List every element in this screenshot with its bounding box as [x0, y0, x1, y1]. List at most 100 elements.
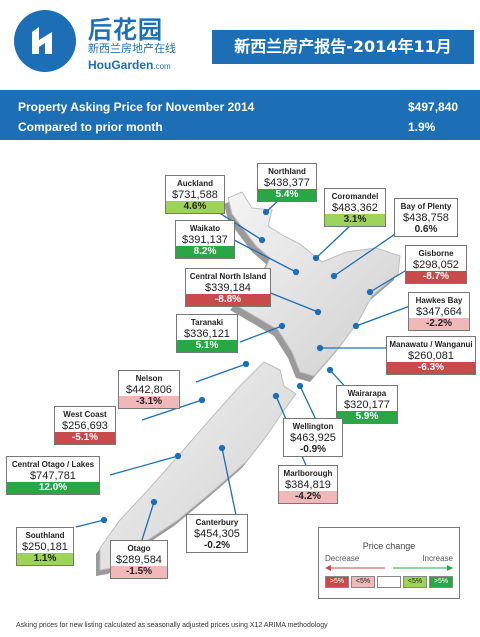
region-name: Central North Island: [189, 272, 267, 281]
legend-swatch-strong-decrease: >5%: [325, 576, 349, 588]
region-price: $442,806: [126, 384, 172, 396]
logo-english-name: HouGarden.com: [88, 58, 171, 72]
region-name: Waikato: [189, 224, 221, 233]
region-west-coast: West Coast $256,693 -5.1%: [54, 406, 116, 445]
north-island-shape: [227, 191, 401, 377]
region-name: Northland: [268, 167, 306, 176]
region-price: $298,052: [413, 259, 459, 271]
region-name: Marlborough: [283, 469, 333, 478]
new-zealand-map: [75, 187, 411, 576]
region-change: -8.8%: [186, 294, 270, 306]
region-price: $731,588: [172, 189, 218, 201]
region-price: $289,584: [116, 554, 162, 566]
region-name: Wellington: [292, 422, 334, 431]
region-name: Hawkes Bay: [415, 296, 463, 305]
legend-arrows: [325, 565, 453, 571]
legend-swatch-strong-increase: >5%: [429, 576, 453, 588]
region-price: $454,305: [194, 528, 240, 540]
summary-row1-label: Property Asking Price for November 2014: [18, 100, 255, 114]
region-price: $260,081: [408, 350, 454, 362]
legend-increase-label: Increase: [422, 554, 453, 563]
region-wairarapa: Wairarapa $320,177 5.9%: [336, 385, 398, 424]
region-manawatu-wanganui: Manawatu / Wanganui $260,081 -6.3%: [386, 336, 476, 375]
region-price: $339,184: [205, 282, 251, 294]
region-price: $347,664: [416, 306, 462, 318]
methodology-footnote: Asking prices for new listing calculated…: [16, 622, 328, 629]
region-change: 8.2%: [176, 246, 234, 258]
region-name: Bay of Plenty: [400, 202, 452, 211]
region-nelson: Nelson $442,806 -3.1%: [118, 370, 180, 409]
region-name: Auckland: [176, 179, 213, 188]
region-hawkes-bay: Hawkes Bay $347,664 -2.2%: [408, 292, 470, 331]
report-title: 新西兰房产报告-2014年11月: [212, 30, 474, 64]
region-change: 5.1%: [177, 340, 237, 352]
region-waikato: Waikato $391,137 8.2%: [175, 220, 235, 259]
region-name: Otago: [127, 544, 151, 553]
region-change: -1.5%: [111, 566, 167, 578]
region-central-north-island: Central North Island $339,184 -8.8%: [185, 268, 271, 307]
hougarden-logo-icon: [14, 10, 76, 72]
region-price: $438,758: [403, 212, 449, 224]
region-name: Gisborne: [418, 249, 454, 258]
legend-swatch-increase: <5%: [403, 576, 427, 588]
region-price: $463,925: [290, 432, 336, 444]
region-marlborough: Marlborough $384,819 -4.2%: [278, 465, 338, 504]
region-price: $384,819: [285, 479, 331, 491]
region-coromandel: Coromandel $483,362 3.1%: [324, 188, 386, 227]
region-change: -8.7%: [406, 271, 466, 283]
region-name: Coromandel: [331, 192, 379, 201]
summary-row2-value: 1.9%: [408, 120, 436, 134]
region-change: 5.9%: [337, 411, 397, 423]
region-change: 0.6%: [395, 224, 457, 236]
region-price: $438,377: [264, 177, 310, 189]
logo-en-suffix: .com: [153, 62, 171, 71]
region-change: 4.6%: [166, 201, 224, 213]
region-price: $320,177: [344, 399, 390, 411]
logo-chinese-name: 后花园: [88, 16, 163, 44]
logo-chinese-tagline: 新西兰房地产在线: [88, 42, 176, 55]
region-name: Wairarapa: [347, 389, 387, 398]
region-price: $256,693: [62, 420, 108, 432]
region-price: $747,781: [30, 470, 76, 482]
region-name: Manawatu / Wanganui: [389, 340, 473, 349]
region-name: Taranaki: [190, 318, 224, 327]
region-price: $336,121: [184, 328, 230, 340]
region-change: -0.9%: [284, 444, 342, 456]
legend-decrease-label: Decrease: [325, 554, 360, 563]
region-change: -0.2%: [187, 540, 247, 552]
region-central-otago-lakes: Central Otago / Lakes $747,781 12.0%: [6, 456, 100, 495]
region-name: Southland: [25, 531, 65, 540]
summary-row2-label: Compared to prior month: [18, 120, 163, 134]
summary-row1-value: $497,840: [408, 100, 459, 114]
region-change: 3.1%: [325, 214, 385, 226]
logo-en-main: HouGarden: [88, 58, 154, 72]
region-change: 1.1%: [17, 553, 73, 565]
region-bay-of-plenty: Bay of Plenty $438,758 0.6%: [394, 198, 458, 237]
region-canterbury: Canterbury $454,305 -0.2%: [186, 514, 248, 553]
region-name: Canterbury: [195, 518, 239, 527]
region-price: $391,137: [182, 234, 228, 246]
region-southland: Southland $250,181 1.1%: [16, 527, 74, 566]
legend-swatch-decrease: <5%: [351, 576, 375, 588]
region-name: Nelson: [135, 374, 163, 383]
region-name: Central Otago / Lakes: [11, 460, 95, 469]
region-gisborne: Gisborne $298,052 -8.7%: [405, 245, 467, 284]
price-change-legend: Price change Decrease Increase >5% <5% <…: [318, 527, 460, 599]
region-change: -3.1%: [119, 396, 179, 408]
legend-title: Price change: [362, 541, 416, 551]
region-change: -2.2%: [409, 318, 469, 330]
region-price: $250,181: [22, 541, 68, 553]
region-change: -6.3%: [387, 362, 475, 374]
region-change: 12.0%: [7, 482, 99, 494]
region-otago: Otago $289,584 -1.5%: [110, 540, 168, 579]
region-taranaki: Taranaki $336,121 5.1%: [176, 314, 238, 353]
region-auckland: Auckland $731,588 4.6%: [165, 175, 225, 214]
legend-swatch-neutral: [377, 576, 401, 588]
region-change: 5.4%: [258, 189, 316, 201]
region-change: -5.1%: [55, 432, 115, 444]
summary-band: Property Asking Price for November 2014 …: [0, 90, 480, 140]
region-price: $483,362: [332, 202, 378, 214]
region-wellington: Wellington $463,925 -0.9%: [283, 418, 343, 457]
region-name: West Coast: [63, 410, 107, 419]
region-change: -4.2%: [279, 491, 337, 503]
